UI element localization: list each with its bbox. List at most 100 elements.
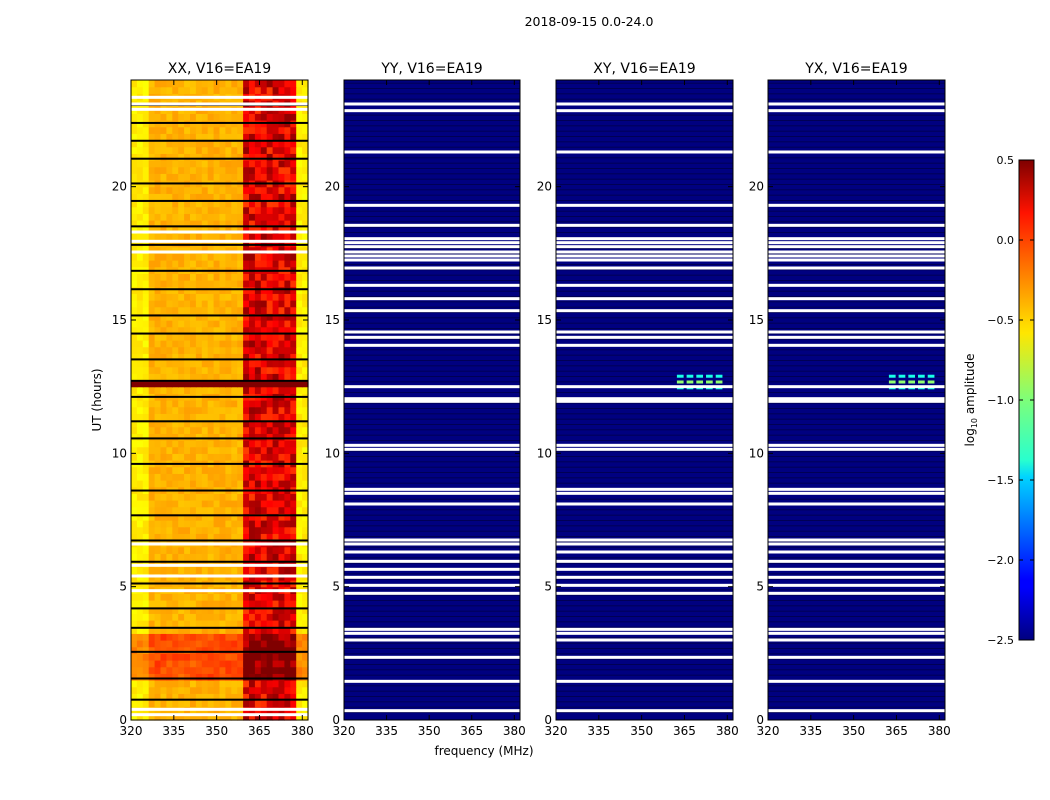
heatmap-cell: [290, 646, 297, 654]
missing-row: [768, 679, 945, 683]
heatmap-cell: [302, 286, 309, 294]
heatmap-cell: [178, 280, 185, 288]
heatmap-cell: [284, 246, 291, 254]
heatmap-cell: [260, 693, 268, 701]
heatmap-cell: [166, 473, 173, 481]
heatmap-cell: [249, 366, 256, 374]
heatmap-cell: [136, 340, 144, 348]
heatmap-cell: [148, 186, 156, 194]
row-separator: [556, 402, 733, 404]
heatmap-cell: [249, 193, 256, 201]
heatmap-cell: [190, 493, 197, 501]
heatmap-cell: [231, 506, 238, 514]
heatmap-cell: [172, 620, 179, 628]
heatmap-cell: [254, 713, 262, 721]
flag-line: [131, 539, 308, 542]
heatmap-cell: [160, 520, 167, 528]
missing-row: [768, 591, 945, 595]
heatmap-cell: [278, 133, 285, 141]
row-separator: [768, 301, 945, 303]
heatmap-cell: [195, 680, 203, 688]
heatmap-cell: [148, 693, 156, 701]
row-separator: [344, 546, 520, 548]
heatmap-cell: [207, 140, 215, 148]
heatmap-cell: [154, 400, 162, 408]
heatmap-cell: [166, 353, 173, 361]
heatmap-cell: [213, 326, 221, 334]
heatmap-cell: [237, 340, 244, 348]
heatmap-cell: [278, 613, 285, 621]
missing-row: [556, 335, 733, 339]
heatmap-cell: [142, 553, 150, 561]
heatmap-cell: [266, 360, 274, 368]
heatmap-cell: [213, 173, 221, 181]
heatmap-cell: [142, 546, 150, 554]
heatmap-cell: [166, 673, 173, 681]
heatmap-cell: [207, 600, 215, 608]
heatmap-cell: [213, 693, 221, 701]
heatmap-cell: [237, 500, 244, 508]
heatmap-cell: [254, 140, 262, 148]
heatmap-cell: [178, 553, 185, 561]
row-separator: [344, 402, 520, 404]
heatmap-cell: [142, 520, 150, 528]
heatmap-cell: [195, 233, 203, 241]
heatmap-cell: [201, 473, 209, 481]
heatmap-cell: [142, 500, 150, 508]
heatmap-cell: [219, 513, 226, 521]
heatmap-cell: [172, 633, 179, 641]
missing-row: [768, 203, 945, 207]
heatmap-cell: [254, 606, 262, 614]
row-separator: [556, 221, 733, 223]
heatmap-cell: [213, 193, 221, 201]
heatmap-cell: [178, 80, 185, 88]
flag-line: [131, 698, 308, 701]
heatmap-cell: [213, 353, 221, 361]
heatmap-cell: [249, 293, 256, 301]
heatmap-cell: [148, 286, 156, 294]
heatmap-cell: [290, 306, 297, 314]
heatmap-cell: [166, 560, 173, 568]
heatmap-cell: [184, 220, 191, 228]
heatmap-cell: [142, 140, 150, 148]
heatmap-cell: [260, 600, 268, 608]
heatmap-cell: [131, 473, 138, 481]
heatmap-cell: [302, 466, 309, 474]
heatmap-cell: [166, 513, 173, 521]
heatmap-cell: [172, 246, 179, 254]
heatmap-cell: [272, 186, 280, 194]
heatmap-cell: [184, 346, 191, 354]
flag-line: [131, 437, 308, 440]
heatmap-cell: [131, 200, 138, 208]
heatmap-cell: [290, 513, 297, 521]
heatmap-cell: [195, 280, 203, 288]
heatmap-cell: [213, 626, 221, 634]
heatmap-cell: [237, 600, 244, 608]
heatmap-cell: [302, 660, 309, 668]
heatmap-cell: [136, 86, 144, 94]
heatmap-cell: [166, 600, 173, 608]
missing-row: [344, 109, 520, 113]
heatmap-cell: [237, 186, 244, 194]
heatmap-cell: [178, 713, 185, 721]
heatmap-cell: [184, 213, 191, 221]
heatmap-cell: [154, 513, 162, 521]
heatmap-cell: [166, 433, 173, 441]
heatmap-cell: [278, 286, 285, 294]
heatmap-cell: [190, 273, 197, 281]
heatmap-cell: [131, 533, 138, 541]
heatmap-cell: [243, 253, 250, 261]
heatmap-cell: [302, 433, 309, 441]
heatmap-cell: [213, 500, 221, 508]
y-tick-label: 15: [749, 313, 764, 327]
heatmap-cell: [184, 520, 191, 528]
heatmap-cell: [302, 306, 309, 314]
heatmap-cell: [142, 400, 150, 408]
heatmap-cell: [148, 300, 156, 308]
heatmap-cell: [266, 506, 274, 514]
heatmap-cell: [213, 200, 221, 208]
heatmap-cell: [237, 166, 244, 174]
heatmap-cell: [296, 693, 303, 701]
heatmap-cell: [243, 500, 250, 508]
heatmap-cell: [231, 80, 238, 88]
